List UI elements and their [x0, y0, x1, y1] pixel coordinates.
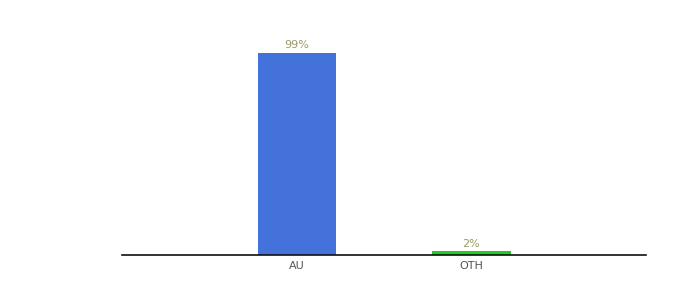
Bar — [258, 52, 336, 255]
Text: 99%: 99% — [284, 40, 309, 50]
Text: 2%: 2% — [462, 239, 480, 249]
Bar — [432, 251, 511, 255]
